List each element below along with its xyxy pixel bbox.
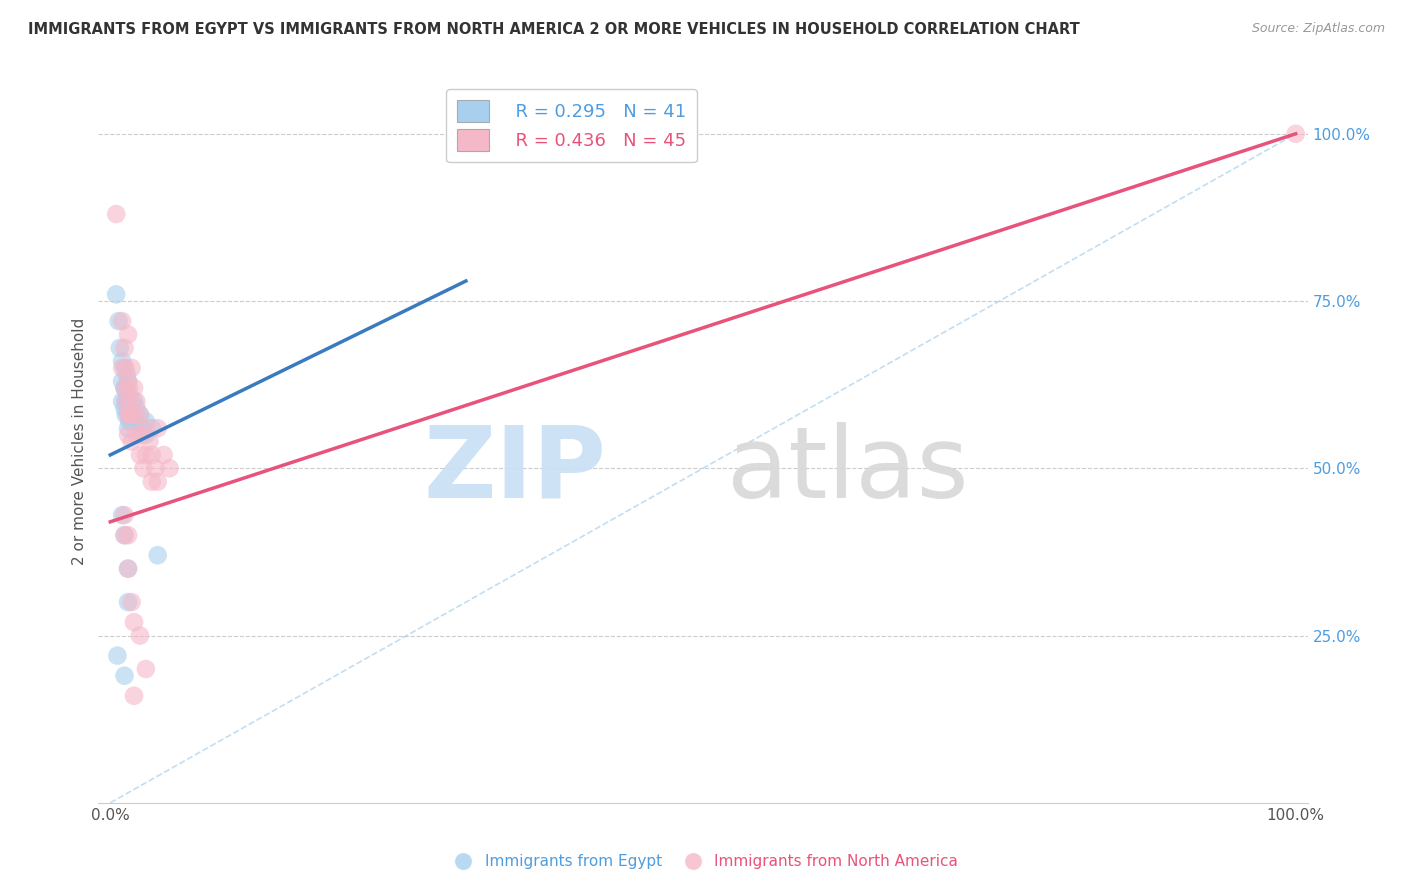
Point bbox=[125, 401, 148, 416]
Point bbox=[120, 408, 142, 422]
Point bbox=[111, 361, 134, 376]
Y-axis label: 2 or more Vehicles in Household: 2 or more Vehicles in Household bbox=[72, 318, 87, 566]
Point bbox=[120, 394, 142, 409]
Point bbox=[135, 662, 157, 676]
Point bbox=[141, 421, 163, 435]
Point bbox=[122, 615, 145, 630]
Point bbox=[117, 327, 139, 342]
Point bbox=[125, 394, 148, 409]
Point bbox=[121, 361, 143, 376]
Point bbox=[125, 427, 148, 442]
Point bbox=[146, 548, 169, 563]
Point bbox=[1285, 127, 1308, 141]
Point bbox=[131, 421, 153, 435]
Point bbox=[131, 427, 153, 442]
Point bbox=[122, 394, 145, 409]
Point bbox=[111, 508, 134, 523]
Text: atlas: atlas bbox=[727, 422, 969, 519]
Point bbox=[121, 401, 143, 416]
Point bbox=[114, 341, 136, 355]
Point bbox=[121, 434, 143, 449]
Point bbox=[117, 408, 139, 422]
Point bbox=[117, 427, 139, 442]
Point bbox=[121, 595, 143, 609]
Point bbox=[111, 354, 134, 368]
Point bbox=[152, 448, 174, 462]
Point bbox=[114, 394, 136, 409]
Point bbox=[107, 314, 129, 328]
Point bbox=[146, 475, 169, 489]
Point bbox=[141, 475, 163, 489]
Point bbox=[117, 394, 139, 409]
Point bbox=[135, 414, 157, 429]
Point bbox=[143, 461, 166, 475]
Point bbox=[132, 461, 155, 475]
Point bbox=[111, 314, 134, 328]
Point bbox=[105, 207, 128, 221]
Point bbox=[135, 421, 157, 435]
Text: IMMIGRANTS FROM EGYPT VS IMMIGRANTS FROM NORTH AMERICA 2 OR MORE VEHICLES IN HOU: IMMIGRANTS FROM EGYPT VS IMMIGRANTS FROM… bbox=[28, 22, 1080, 37]
Point bbox=[118, 414, 141, 429]
Point bbox=[114, 528, 136, 542]
Point bbox=[114, 381, 136, 395]
Point bbox=[114, 528, 136, 542]
Point bbox=[129, 408, 152, 422]
Legend:   R = 0.295   N = 41,   R = 0.436   N = 45: R = 0.295 N = 41, R = 0.436 N = 45 bbox=[446, 89, 697, 162]
Point bbox=[122, 408, 145, 422]
Point bbox=[117, 595, 139, 609]
Point bbox=[108, 341, 131, 355]
Point bbox=[117, 562, 139, 576]
Legend: Immigrants from Egypt, Immigrants from North America: Immigrants from Egypt, Immigrants from N… bbox=[441, 848, 965, 875]
Point bbox=[111, 394, 134, 409]
Point bbox=[122, 408, 145, 422]
Point bbox=[114, 508, 136, 523]
Point bbox=[135, 427, 157, 442]
Point bbox=[118, 408, 141, 422]
Text: Source: ZipAtlas.com: Source: ZipAtlas.com bbox=[1251, 22, 1385, 36]
Point bbox=[111, 375, 134, 389]
Point bbox=[118, 387, 141, 401]
Point bbox=[117, 528, 139, 542]
Point bbox=[121, 414, 143, 429]
Point bbox=[114, 381, 136, 395]
Point bbox=[129, 628, 152, 642]
Point bbox=[122, 689, 145, 703]
Point bbox=[129, 448, 152, 462]
Point bbox=[114, 394, 136, 409]
Text: ZIP: ZIP bbox=[423, 422, 606, 519]
Point bbox=[114, 361, 136, 376]
Point bbox=[159, 461, 181, 475]
Point bbox=[114, 401, 136, 416]
Point bbox=[122, 381, 145, 395]
Point bbox=[117, 421, 139, 435]
Point bbox=[117, 375, 139, 389]
Point bbox=[141, 448, 163, 462]
Point bbox=[114, 669, 136, 683]
Point bbox=[114, 408, 136, 422]
Point bbox=[117, 408, 139, 422]
Point bbox=[125, 414, 148, 429]
Point bbox=[115, 387, 138, 401]
Point bbox=[114, 361, 136, 376]
Point bbox=[114, 381, 136, 395]
Point bbox=[117, 375, 139, 389]
Point bbox=[146, 421, 169, 435]
Point bbox=[105, 287, 128, 301]
Point bbox=[138, 434, 160, 449]
Point bbox=[121, 408, 143, 422]
Point bbox=[118, 381, 141, 395]
Point bbox=[120, 394, 142, 409]
Point bbox=[105, 648, 128, 663]
Point bbox=[115, 368, 138, 382]
Point bbox=[135, 448, 157, 462]
Point bbox=[118, 401, 141, 416]
Point bbox=[117, 562, 139, 576]
Point bbox=[129, 408, 152, 422]
